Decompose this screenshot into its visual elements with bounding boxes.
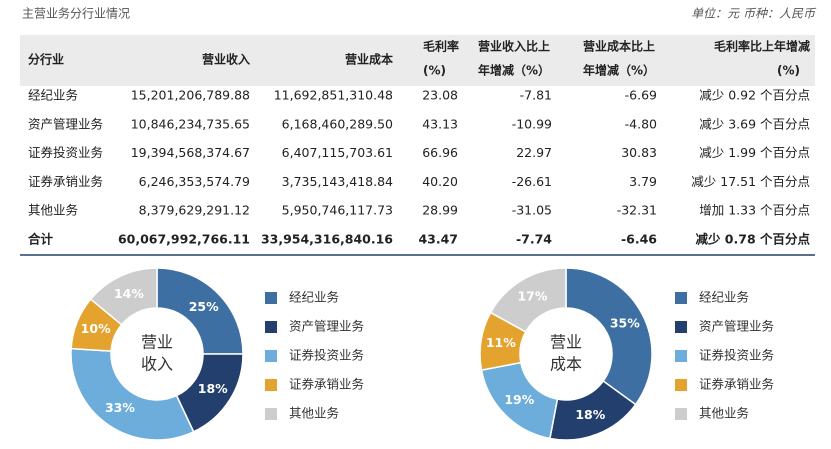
legend-swatch (675, 292, 687, 304)
segment-label: 19% (504, 392, 534, 407)
legend-label: 证券承销业务 (699, 377, 774, 392)
table-cell: 减少 0.92 个百分点 (699, 88, 810, 103)
legend-swatch (265, 379, 277, 391)
table-cell: 28.99 (422, 203, 458, 218)
table-cell: -4.80 (625, 116, 657, 131)
section-title: 主营业务分行业情况 (22, 6, 130, 21)
segment-label: 18% (198, 381, 228, 396)
table-cell: 证券承销业务 (28, 174, 103, 189)
total-cell: 减少 0.78 个百分点 (695, 232, 810, 247)
donut-segment (70, 347, 195, 441)
legend-label: 资产管理业务 (289, 319, 364, 334)
table-cell: 6,407,115,703.61 (282, 145, 393, 160)
donut-segment (156, 267, 244, 355)
column-header: 营业成本比上 (583, 39, 655, 54)
legend-label: 经纪业务 (289, 290, 339, 305)
table-cell: 10,846,234,735.65 (131, 116, 250, 131)
column-header: (%) (423, 64, 446, 78)
table-cell: 证券投资业务 (28, 145, 103, 160)
table-cell: 减少 1.99 个百分点 (699, 145, 810, 160)
legend-label: 证券投资业务 (289, 348, 364, 363)
table-cell: 6,246,353,574.79 (139, 174, 250, 189)
segment-label: 35% (610, 316, 640, 331)
segment-label: 10% (81, 321, 111, 336)
legend-swatch (265, 408, 277, 420)
table-cell: 5,950,746,117.73 (282, 203, 393, 218)
column-header: 分行业 (28, 52, 64, 67)
table-cell: -31.05 (512, 203, 552, 218)
legend-label: 资产管理业务 (699, 319, 774, 334)
legend-swatch (265, 321, 277, 333)
donut-center-label: 成本 (550, 355, 582, 374)
legend-swatch (265, 292, 277, 304)
donut-segment (565, 267, 653, 406)
column-header: 年增减（%） (583, 63, 655, 78)
table-cell: 6,168,460,289.50 (282, 116, 393, 131)
table-cell: -32.31 (617, 203, 657, 218)
legend-label: 其他业务 (699, 406, 749, 421)
legend-swatch (675, 321, 687, 333)
table-cell: 其他业务 (28, 203, 78, 218)
column-header: 营业收入 (202, 52, 250, 67)
column-header: (%) (777, 64, 800, 78)
segment-label: 14% (114, 286, 144, 301)
table-cell: 减少 3.69 个百分点 (699, 116, 810, 131)
table-cell: 减少 17.51 个百分点 (691, 174, 810, 189)
segment-label: 25% (189, 299, 219, 314)
legend-label: 经纪业务 (699, 290, 749, 305)
legend-label: 其他业务 (289, 406, 339, 421)
legend-label: 证券承销业务 (289, 377, 364, 392)
legend-swatch (675, 350, 687, 362)
donut-center-label: 营业 (141, 333, 173, 352)
total-cell: -7.74 (516, 232, 552, 247)
donut-center-label: 营业 (550, 333, 582, 352)
table-cell: 40.20 (422, 174, 458, 189)
table-cell: 资产管理业务 (28, 116, 103, 131)
total-cell: 33,954,316,840.16 (261, 232, 393, 247)
column-header: 营业收入比上 (478, 39, 550, 54)
table-cell: 15,201,206,789.88 (131, 88, 250, 103)
table-cell: 8,379,629,291.12 (139, 203, 250, 218)
column-header: 营业成本 (345, 52, 393, 67)
total-cell: 43.47 (418, 232, 458, 247)
segment-label: 33% (105, 400, 135, 415)
donut-center-label: 收入 (141, 355, 173, 374)
table-cell: 3,735,143,418.84 (282, 174, 393, 189)
table-cell: 30.83 (621, 145, 657, 160)
table-cell: -7.81 (520, 88, 552, 103)
column-header: 年增减（%） (478, 63, 550, 78)
table-cell: 19,394,568,374.67 (131, 145, 250, 160)
legend-swatch (675, 408, 687, 420)
column-header: 毛利率比上年增减 (714, 39, 810, 54)
table-cell: -10.99 (512, 116, 552, 131)
table-header-bg (20, 35, 815, 86)
table-cell: -6.69 (625, 88, 657, 103)
legend-label: 证券投资业务 (699, 348, 774, 363)
table-cell: 经纪业务 (28, 88, 78, 103)
table-cell: 增加 1.33 个百分点 (699, 203, 810, 218)
table-cell: 11,692,851,310.48 (274, 88, 393, 103)
table-cell: 43.13 (422, 116, 458, 131)
legend-swatch (265, 350, 277, 362)
column-header: 毛利率 (423, 39, 459, 54)
table-cell: 66.96 (422, 145, 458, 160)
total-cell: -6.46 (621, 232, 657, 247)
table-cell: -26.61 (512, 174, 552, 189)
segment-label: 18% (575, 407, 605, 422)
unit-note: 单位：元 币种：人民币 (691, 7, 817, 21)
total-cell: 60,067,992,766.11 (118, 232, 250, 247)
table-cell: 3.79 (629, 174, 657, 189)
donut-segment (89, 267, 158, 326)
donut-segment (489, 267, 567, 333)
table-cell: 22.97 (516, 145, 552, 160)
total-cell: 合计 (28, 232, 54, 247)
segment-label: 17% (517, 289, 547, 304)
table-cell: 23.08 (422, 88, 458, 103)
legend-swatch (675, 379, 687, 391)
segment-label: 11% (486, 335, 516, 350)
